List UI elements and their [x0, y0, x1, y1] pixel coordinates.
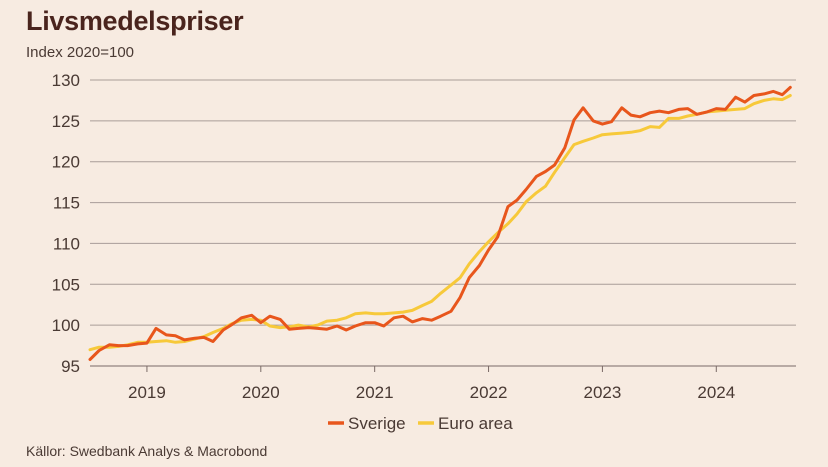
- series-line-euro-area: [88, 94, 792, 352]
- x-tick-label: 2024: [697, 383, 735, 402]
- y-axis-label: Index 2020=100: [26, 44, 135, 61]
- chart-title: Livsmedelspriser: [26, 6, 244, 36]
- x-tick-label: 2020: [242, 383, 280, 402]
- legend-label: Euro area: [438, 414, 513, 433]
- series-lines: [88, 85, 792, 361]
- y-tick-label: 120: [52, 153, 80, 172]
- x-tick-label: 2022: [470, 383, 508, 402]
- y-tick-label: 115: [53, 194, 80, 213]
- source-note: Källor: Swedbank Analys & Macrobond: [26, 443, 268, 459]
- legend-label: Sverige: [348, 414, 406, 433]
- y-tick-label: 100: [52, 316, 80, 335]
- legend-item: Sverige: [328, 414, 406, 433]
- y-tick-label: 130: [52, 71, 80, 90]
- x-tick-label: 2023: [584, 383, 622, 402]
- series-line-sverige: [88, 85, 792, 361]
- y-tick-label: 95: [61, 357, 80, 376]
- legend: Sverige Euro area: [328, 414, 513, 433]
- y-tick-label: 105: [52, 275, 80, 294]
- x-axis-ticks: 2019 2020 2021 2022 2023 2024: [128, 366, 735, 402]
- y-tick-label: 125: [52, 112, 80, 131]
- gridlines: [90, 79, 796, 367]
- x-tick-label: 2021: [356, 383, 394, 402]
- legend-item: Euro area: [418, 414, 513, 433]
- x-tick-label: 2019: [128, 383, 166, 402]
- y-axis-ticks: 95 100 105 110 115 120 125 130: [52, 71, 80, 376]
- y-tick-label: 110: [53, 234, 80, 253]
